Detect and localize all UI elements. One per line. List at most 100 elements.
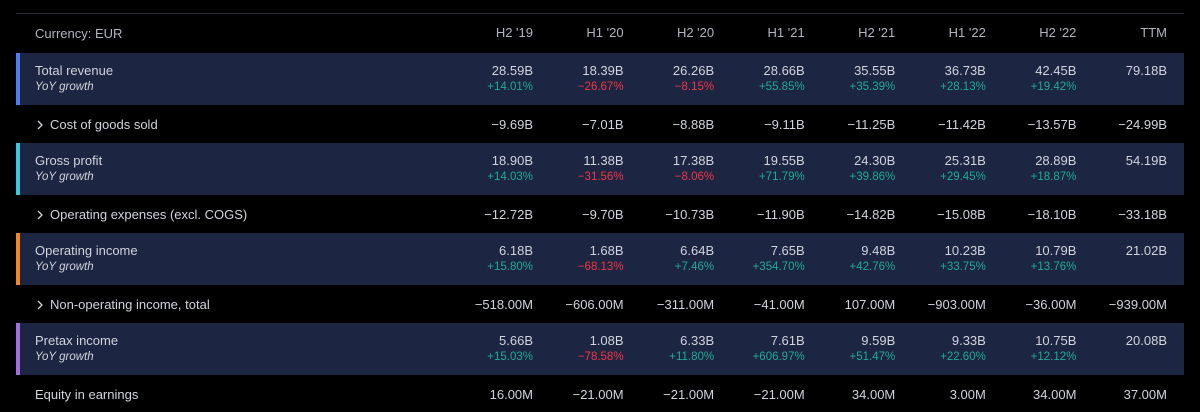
cell-value: 37.00M xyxy=(1123,387,1167,402)
column-header: H1 '21 xyxy=(767,25,805,40)
cell-value: 34.00M xyxy=(851,387,896,402)
growth-value: +29.45% xyxy=(940,171,986,183)
cell-value: −9.11B xyxy=(764,117,805,132)
growth-value: +28.13% xyxy=(940,81,986,93)
top-border xyxy=(16,13,1184,14)
cell-value: −21.00M xyxy=(572,387,624,402)
cell-value: 10.23B xyxy=(944,243,986,258)
cell-value: 18.90B xyxy=(491,153,533,168)
cell-value: 107.00M xyxy=(844,297,896,312)
row-label: Pretax income xyxy=(35,333,119,348)
growth-value: +7.46% xyxy=(674,261,715,273)
growth-value: +11.80% xyxy=(669,351,715,363)
cell-value: 11.38B xyxy=(583,153,624,168)
column-header: H2 '22 xyxy=(1039,25,1077,40)
expand-chevron[interactable] xyxy=(35,209,45,221)
row-band xyxy=(16,53,1184,105)
cell-value: −21.00M xyxy=(663,387,715,402)
growth-value: +55.85% xyxy=(758,81,805,93)
cell-value: −11.42B xyxy=(938,117,986,132)
growth-value: −26.67% xyxy=(577,81,624,93)
cell-value: −21.00M xyxy=(753,387,805,402)
cell-value: −939.00M xyxy=(1108,297,1167,312)
growth-value: +15.80% xyxy=(487,261,533,273)
growth-value: +12.12% xyxy=(1030,351,1077,363)
cell-value: 6.33B xyxy=(680,333,715,348)
row-accent xyxy=(16,323,20,375)
column-header: H1 '20 xyxy=(586,25,624,40)
growth-value: +15.03% xyxy=(487,351,533,363)
growth-value: −8.06% xyxy=(674,171,715,183)
cell-value: −903.00M xyxy=(927,297,986,312)
cell-value: −14.82B xyxy=(846,207,896,222)
row-label: Equity in earnings xyxy=(35,387,139,402)
growth-value: +33.75% xyxy=(940,261,986,273)
cell-value: 24.30B xyxy=(854,153,896,168)
growth-label: YoY growth xyxy=(35,351,94,363)
growth-value: +42.76% xyxy=(849,261,896,273)
cell-value: −15.08B xyxy=(937,207,986,222)
cell-value: 34.00M xyxy=(1033,387,1077,402)
growth-value: +39.86% xyxy=(849,171,896,183)
cell-value: −11.25B xyxy=(847,117,896,132)
column-header: H2 '19 xyxy=(495,25,533,40)
row-accent xyxy=(16,143,20,195)
growth-value: +71.79% xyxy=(758,171,805,183)
row-label: Total revenue xyxy=(35,63,114,78)
growth-label: YoY growth xyxy=(35,261,94,273)
cell-value: 16.00M xyxy=(489,387,533,402)
column-header: H1 '22 xyxy=(948,25,986,40)
row-label[interactable]: Cost of goods sold xyxy=(50,117,158,132)
cell-value: 5.66B xyxy=(499,333,533,348)
expand-chevron[interactable] xyxy=(35,119,45,131)
cell-value: 21.02B xyxy=(1125,243,1167,258)
cell-value: 6.64B xyxy=(680,243,715,258)
cell-value: −7.01B xyxy=(581,117,624,132)
cell-value: 28.66B xyxy=(763,63,805,78)
expand-chevron[interactable] xyxy=(35,299,45,311)
cell-value: 54.19B xyxy=(1125,153,1167,168)
cell-value: −12.72B xyxy=(484,207,533,222)
cell-value: 79.18B xyxy=(1125,63,1167,78)
column-header: TTM xyxy=(1140,25,1167,40)
cell-value: −9.70B xyxy=(581,207,624,222)
growth-label: YoY growth xyxy=(35,171,94,183)
cell-value: 7.65B xyxy=(770,243,805,258)
row-accent xyxy=(16,53,20,105)
cell-value: −10.73B xyxy=(665,207,715,222)
growth-value: +14.01% xyxy=(487,81,533,93)
cell-value: 36.73B xyxy=(944,63,986,78)
cell-value: 17.38B xyxy=(672,153,715,168)
cell-value: −9.69B xyxy=(491,117,533,132)
cell-value: 28.59B xyxy=(491,63,533,78)
row-label[interactable]: Operating expenses (excl. COGS) xyxy=(50,207,248,222)
cell-value: −11.90B xyxy=(756,207,805,222)
growth-value: +606.97% xyxy=(752,351,805,363)
cell-value: −606.00M xyxy=(565,297,624,312)
growth-value: +354.70% xyxy=(752,261,805,273)
growth-value: +35.39% xyxy=(849,81,896,93)
cell-value: 1.08B xyxy=(589,333,624,348)
growth-value: +13.76% xyxy=(1030,261,1077,273)
growth-value: +14.03% xyxy=(487,171,533,183)
row-band xyxy=(16,233,1184,285)
cell-value: −24.99B xyxy=(1118,117,1167,132)
cell-value: −8.88B xyxy=(672,117,715,132)
cell-value: 9.59B xyxy=(861,333,896,348)
cell-value: −311.00M xyxy=(656,297,715,312)
cell-value: −518.00M xyxy=(474,297,533,312)
cell-value: −41.00M xyxy=(753,297,805,312)
cell-value: 1.68B xyxy=(589,243,624,258)
column-header: H2 '21 xyxy=(858,25,896,40)
row-label[interactable]: Non-operating income, total xyxy=(50,297,210,312)
cell-value: 10.75B xyxy=(1035,333,1077,348)
growth-value: −31.56% xyxy=(577,171,624,183)
cell-value: 9.33B xyxy=(951,333,986,348)
row-band xyxy=(16,323,1184,375)
cell-value: 35.55B xyxy=(854,63,896,78)
cell-value: −18.10B xyxy=(1027,207,1077,222)
cell-value: 42.45B xyxy=(1035,63,1077,78)
cell-value: 25.31B xyxy=(944,153,986,168)
cell-value: 10.79B xyxy=(1035,243,1077,258)
